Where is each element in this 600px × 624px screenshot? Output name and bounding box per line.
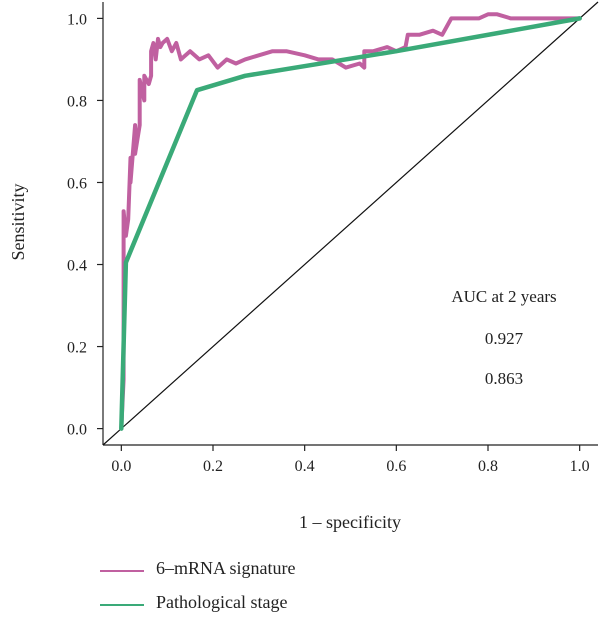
axis-ticks: 0.0 0.2 0.4 0.6 0.8 1.0 0.0 0.2 0.4 0.6 0.8 1.0 [67,11,590,475]
diagonal-reference-line [102,1,599,446]
y-tick-label: 0.8 [67,93,87,110]
x-tick-label: 0.4 [295,458,315,475]
x-tick-label: 0.8 [478,458,498,475]
legend-swatch-stage [100,604,144,606]
auc-annotation-title: AUC at 2 years [451,287,556,306]
auc-value-mrna: 0.927 [485,329,524,348]
plot-axes [102,2,598,446]
y-tick-label: 0.2 [67,340,87,357]
legend-label-mrna: 6–mRNA signature [156,558,296,578]
y-axis-label: Sensitivity [8,183,28,260]
x-tick-label: 0.0 [111,458,131,475]
series-layer [119,12,582,431]
legend-label-stage: Pathological stage [156,592,288,612]
series-line-mrna [119,12,582,431]
auc-value-stage: 0.863 [485,369,523,388]
x-axis-label: 1 – specificity [299,512,401,532]
y-tick-label: 1.0 [67,11,87,28]
x-tick-label: 1.0 [570,458,590,475]
x-tick-label: 0.2 [203,458,223,475]
y-tick-label: 0.0 [67,422,87,439]
roc-chart: 0.0 0.2 0.4 0.6 0.8 1.0 0.0 0.2 0.4 0.6 0.8 1.0 1 –… [8,1,599,532]
y-tick-label: 0.6 [67,175,87,192]
y-tick-label: 0.4 [67,258,87,275]
legend-swatch-mrna [100,570,144,572]
series-line-stage [119,16,582,431]
x-tick-label: 0.6 [386,458,406,475]
